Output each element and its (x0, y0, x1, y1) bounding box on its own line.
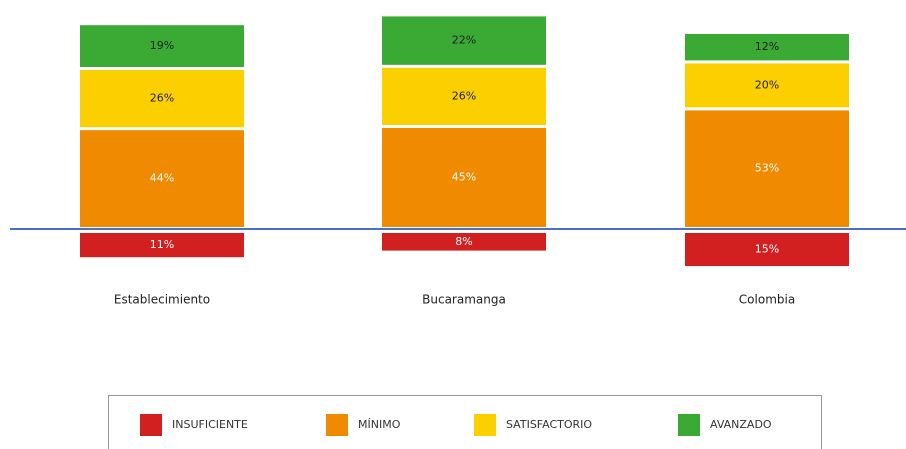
legend-swatch (678, 414, 700, 436)
bar-segment (382, 67, 546, 125)
legend-label: AVANZADO (710, 418, 772, 431)
legend-swatch (326, 414, 348, 436)
legend-label: MÍNIMO (358, 418, 401, 431)
bar-segment (80, 25, 244, 67)
bar-segment (685, 110, 849, 227)
legend-swatch (140, 414, 162, 436)
legend-swatch (474, 414, 496, 436)
bar-segment (80, 130, 244, 227)
bar-segment (685, 233, 849, 266)
bar-segment (685, 34, 849, 61)
value-label: 8% (455, 235, 472, 248)
bar-segment (382, 16, 546, 65)
bar-segment (685, 63, 849, 108)
legend-box (108, 395, 822, 449)
bar-segment (382, 233, 546, 251)
value-label: 22% (452, 34, 476, 47)
value-label: 26% (150, 92, 174, 105)
value-label: 11% (150, 238, 174, 251)
value-label: 45% (452, 171, 476, 184)
category-label: Colombia (739, 293, 795, 307)
bar-segment (382, 128, 546, 227)
value-label: 12% (755, 40, 779, 53)
value-label: 15% (755, 243, 779, 256)
category-label: Establecimiento (114, 293, 210, 307)
value-label: 26% (452, 89, 476, 102)
bar-segment (80, 70, 244, 128)
category-label: Bucaramanga (422, 293, 506, 307)
value-label: 53% (755, 162, 779, 175)
value-label: 44% (150, 172, 174, 185)
legend-label: SATISFACTORIO (506, 418, 592, 431)
legend-label: INSUFICIENTE (172, 418, 248, 431)
bar-segment (80, 233, 244, 258)
value-label: 20% (755, 78, 779, 91)
value-label: 19% (150, 39, 174, 52)
